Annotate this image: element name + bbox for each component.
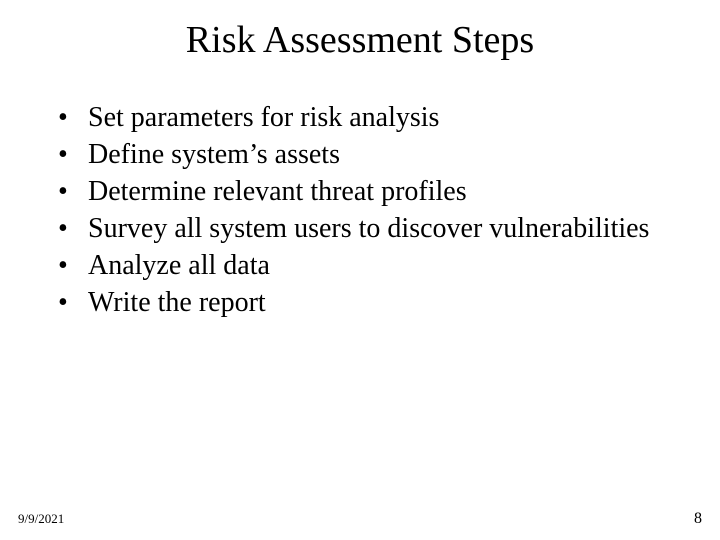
bullet-item: Set parameters for risk analysis [58,100,670,135]
bullet-item: Survey all system users to discover vuln… [58,211,670,246]
slide-title: Risk Assessment Steps [0,0,720,72]
footer-date: 9/9/2021 [18,511,64,527]
bullet-list: Set parameters for risk analysis Define … [0,72,720,320]
slide-footer: 9/9/2021 8 [0,510,720,528]
footer-page-number: 8 [694,510,702,528]
bullet-item: Analyze all data [58,248,670,283]
bullet-item: Determine relevant threat profiles [58,174,670,209]
bullet-item: Define system’s assets [58,137,670,172]
bullet-item: Write the report [58,285,670,320]
